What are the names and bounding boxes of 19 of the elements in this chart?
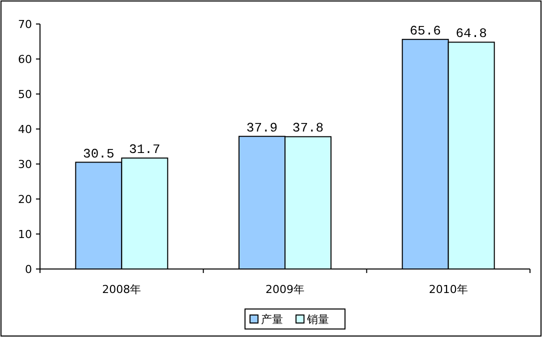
y-tick-label: 40: [18, 123, 32, 136]
y-tick-label: 0: [25, 263, 32, 276]
x-tick-label: 2009年: [266, 283, 304, 296]
legend-label: 产量: [261, 313, 283, 326]
x-tick-label: 2008年: [102, 283, 142, 296]
legend-label: 销量: [306, 313, 329, 326]
y-tick-label: 70: [18, 18, 32, 31]
data-label: 30.5: [83, 146, 114, 162]
y-tick-label: 20: [18, 193, 32, 206]
data-label: 64.8: [456, 26, 487, 42]
data-label: 37.9: [246, 120, 278, 136]
x-tick-label: 2010年: [428, 283, 468, 296]
data-label: 65.6: [410, 23, 441, 38]
y-tick-label: 10: [18, 228, 32, 241]
y-tick-label: 30: [18, 158, 32, 171]
data-label: 37.8: [292, 120, 324, 136]
y-tick-label: 50: [18, 88, 32, 101]
data-label: 31.7: [129, 142, 160, 158]
y-tick-label: 60: [18, 53, 32, 66]
